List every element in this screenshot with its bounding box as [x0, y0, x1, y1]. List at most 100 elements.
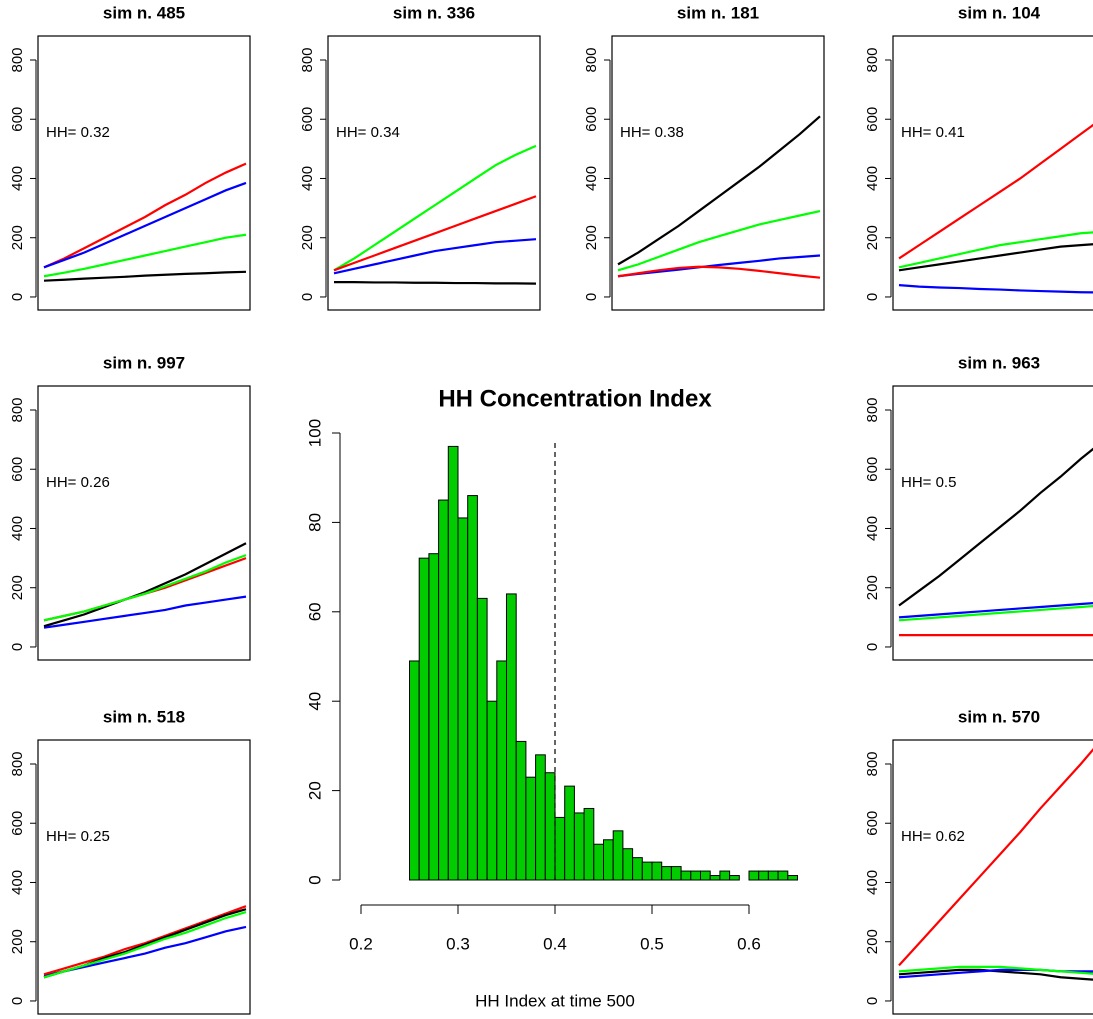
y-tick-label: 0	[864, 293, 881, 301]
y-tick-label: 400	[864, 870, 881, 895]
bar	[670, 866, 682, 881]
panel-title: sim n. 997	[103, 353, 185, 372]
x-axis-label: HH Index at time 500	[475, 991, 635, 1010]
bar	[758, 870, 769, 881]
bar	[496, 660, 507, 881]
y-tick-label: 200	[864, 929, 881, 954]
series-line	[43, 162, 247, 269]
bar	[622, 848, 634, 881]
x-tick-label: 0.3	[446, 934, 470, 953]
panel-title: sim n. 963	[958, 353, 1040, 372]
series-line	[43, 181, 247, 269]
series-line	[898, 447, 1093, 607]
series-line	[898, 604, 1093, 622]
annotation: HH= 0.62	[901, 828, 965, 845]
y-tick-label: 800	[864, 47, 881, 72]
series-line	[43, 911, 247, 979]
y-tick-label: 200	[864, 575, 881, 600]
series-line	[898, 284, 1093, 294]
y-tick-label: 600	[9, 457, 26, 482]
series-line	[617, 115, 821, 266]
bar	[515, 740, 527, 881]
bar	[535, 754, 546, 881]
bar	[719, 870, 731, 881]
bar	[544, 772, 556, 881]
y-tick-label: 400	[864, 516, 881, 541]
bar	[748, 870, 760, 881]
series-line	[898, 123, 1093, 260]
series-line	[43, 595, 247, 629]
bar	[632, 857, 643, 881]
y-tick-label: 0	[9, 643, 26, 651]
panel-box	[37, 385, 251, 661]
annotation: HH= 0.5	[901, 474, 956, 491]
y-tick-label: 600	[9, 811, 26, 836]
series-line	[43, 542, 247, 628]
y-tick-label: 40	[305, 692, 324, 711]
x-tick-label: 0.2	[349, 934, 373, 953]
y-tick-label: 600	[583, 107, 600, 132]
series-line	[43, 554, 247, 622]
series-line	[43, 905, 247, 976]
y-tick-label: 0	[9, 293, 26, 301]
x-tick-label: 0.6	[737, 934, 761, 953]
y-tick-label: 60	[305, 602, 324, 621]
y-tick-label: 200	[864, 225, 881, 250]
bar	[418, 557, 430, 881]
panel-box	[611, 35, 825, 311]
annotation: HH= 0.41	[901, 124, 965, 141]
bar	[603, 839, 614, 881]
y-tick-label: 600	[864, 107, 881, 132]
bar	[700, 870, 711, 881]
panel-title: sim n. 181	[677, 3, 759, 22]
panel-title: sim n. 485	[103, 3, 185, 22]
panel-box	[37, 739, 251, 1015]
y-tick-label: 0	[9, 997, 26, 1005]
bar	[709, 875, 721, 881]
bar	[593, 843, 604, 881]
bar	[729, 875, 740, 881]
bar	[787, 875, 798, 881]
bar	[486, 700, 498, 881]
y-tick-label: 600	[9, 107, 26, 132]
series-line	[43, 270, 247, 282]
y-tick-label: 200	[9, 225, 26, 250]
y-tick-label: 400	[9, 870, 26, 895]
panel-title: sim n. 570	[958, 707, 1040, 726]
bar	[690, 870, 701, 881]
bar	[583, 807, 595, 881]
bar	[447, 445, 459, 881]
x-tick-label: 0.4	[543, 934, 567, 953]
bar	[506, 593, 517, 881]
series-line	[898, 231, 1093, 269]
bar	[767, 870, 779, 881]
panel-title: sim n. 104	[958, 3, 1041, 22]
series-line	[898, 243, 1093, 272]
bar	[476, 597, 488, 881]
series-line	[43, 233, 247, 278]
y-tick-label: 80	[305, 513, 324, 532]
bar	[525, 776, 537, 881]
series-line	[333, 144, 537, 272]
bar	[777, 870, 789, 881]
panel-title: sim n. 336	[393, 3, 475, 22]
panel-box	[892, 739, 1093, 1015]
y-tick-label: 600	[299, 107, 316, 132]
bar	[467, 495, 478, 881]
y-tick-label: 600	[864, 457, 881, 482]
annotation: HH= 0.32	[46, 124, 110, 141]
y-tick-label: 400	[9, 166, 26, 191]
bar	[573, 812, 585, 881]
y-tick-label: 0	[864, 643, 881, 651]
series-line	[617, 209, 821, 272]
bar	[612, 830, 624, 881]
bar	[661, 866, 672, 881]
annotation: HH= 0.38	[620, 124, 684, 141]
bar	[680, 870, 692, 881]
panel-box	[892, 385, 1093, 661]
y-tick-label: 200	[9, 929, 26, 954]
panel-box	[327, 35, 541, 311]
bar	[651, 861, 663, 881]
y-tick-label: 0	[583, 293, 600, 301]
y-tick-label: 600	[864, 811, 881, 836]
